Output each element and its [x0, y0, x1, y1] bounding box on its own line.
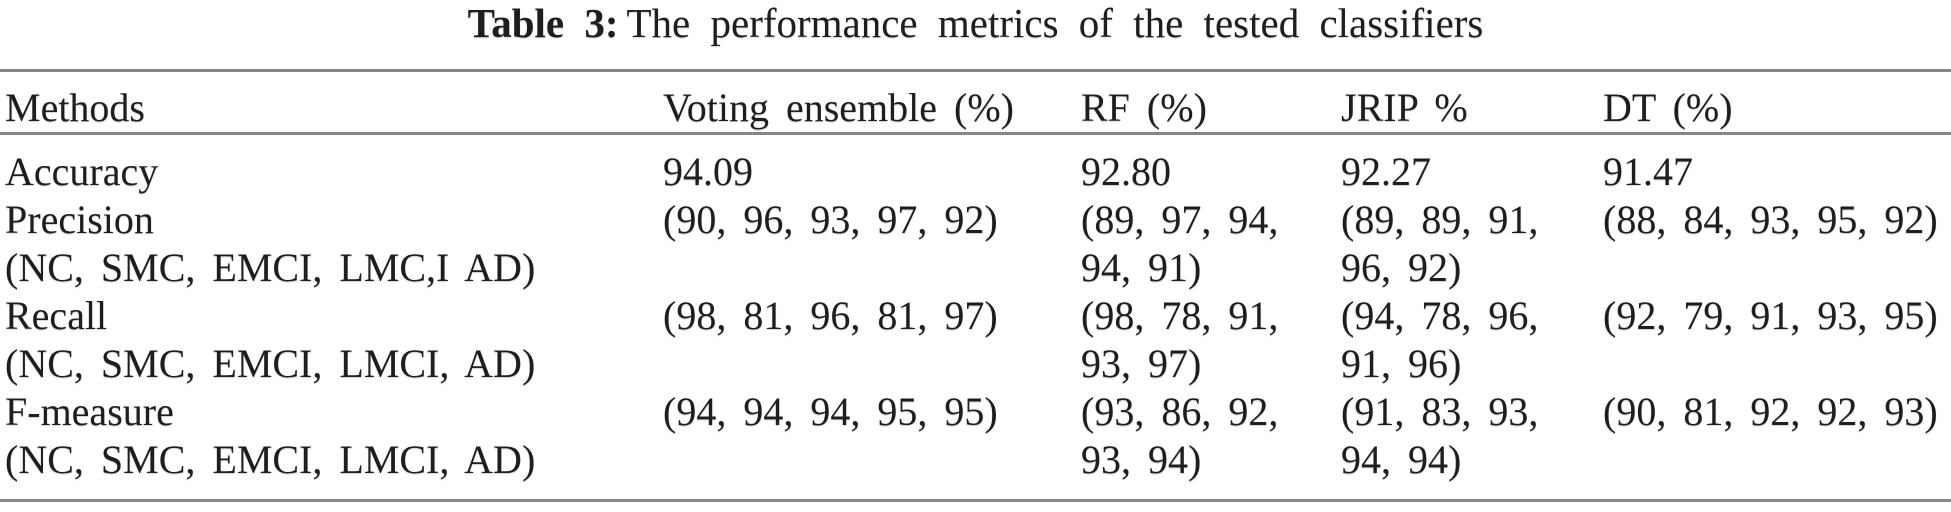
cell-accuracy-voting: 94.09	[663, 149, 753, 194]
cell-precision-voting: (90, 96, 93, 97, 92)	[663, 197, 998, 242]
cell-accuracy-rf: 92.80	[1081, 149, 1171, 194]
cell-accuracy-dt: 91.47	[1603, 149, 1693, 194]
col-header-rf: RF (%)	[1081, 70, 1341, 135]
cell-f-measure-method: F-measure (NC, SMC, EMCI, LMCI, AD)	[5, 389, 536, 482]
cell-precision-rf: (89, 97, 94, 94, 91)	[1081, 197, 1279, 290]
cell-recall-dt: (92, 79, 91, 93, 95)	[1603, 293, 1938, 338]
col-header-jrip: JRIP %	[1341, 70, 1603, 135]
table-caption-number: Table 3:	[467, 0, 619, 46]
cell-recall-method: Recall (NC, SMC, EMCI, LMCI, AD)	[5, 293, 536, 386]
row-f-measure: F-measure (NC, SMC, EMCI, LMCI, AD) (94,…	[0, 388, 1951, 501]
cell-f-measure-rf: (93, 86, 92, 93, 94)	[1081, 389, 1279, 482]
cell-f-measure-dt: (90, 81, 92, 92, 93)	[1603, 389, 1938, 434]
row-precision: Precision (NC, SMC, EMCI, LMC,I AD) (90,…	[0, 196, 1951, 292]
cell-f-measure-jrip: (91, 83, 93, 94, 94)	[1341, 389, 1539, 482]
cell-precision-method: Precision (NC, SMC, EMCI, LMC,I AD)	[5, 197, 536, 290]
col-header-voting-ensemble: Voting ensemble (%)	[663, 70, 1081, 135]
cell-recall-rf: (98, 78, 91, 93, 97)	[1081, 293, 1279, 386]
row-accuracy: Accuracy 94.09 92.80 92.27 91.47	[0, 134, 1951, 197]
table-container: Methods Voting ensemble (%) RF (%) JRIP …	[0, 69, 1951, 502]
cell-f-measure-voting: (94, 94, 94, 95, 95)	[663, 389, 998, 434]
table-caption-title: The performance metrics of the tested cl…	[626, 0, 1484, 46]
cell-accuracy-jrip: 92.27	[1341, 149, 1431, 194]
table-caption: Table 3: The performance metrics of the t…	[0, 0, 1951, 46]
cell-recall-jrip: (94, 78, 96, 91, 96)	[1341, 293, 1539, 386]
cell-precision-jrip: (89, 89, 91, 96, 92)	[1341, 197, 1539, 290]
cell-accuracy-method: Accuracy	[5, 149, 159, 194]
row-recall: Recall (NC, SMC, EMCI, LMCI, AD) (98, 81…	[0, 292, 1951, 388]
cell-recall-voting: (98, 81, 96, 81, 97)	[663, 293, 998, 338]
col-header-methods: Methods	[0, 70, 663, 135]
cell-precision-dt: (88, 84, 93, 95, 92)	[1603, 197, 1938, 242]
performance-metrics-table: Methods Voting ensemble (%) RF (%) JRIP …	[0, 69, 1951, 502]
header-row: Methods Voting ensemble (%) RF (%) JRIP …	[0, 70, 1951, 135]
col-header-dt: DT (%)	[1603, 70, 1951, 135]
